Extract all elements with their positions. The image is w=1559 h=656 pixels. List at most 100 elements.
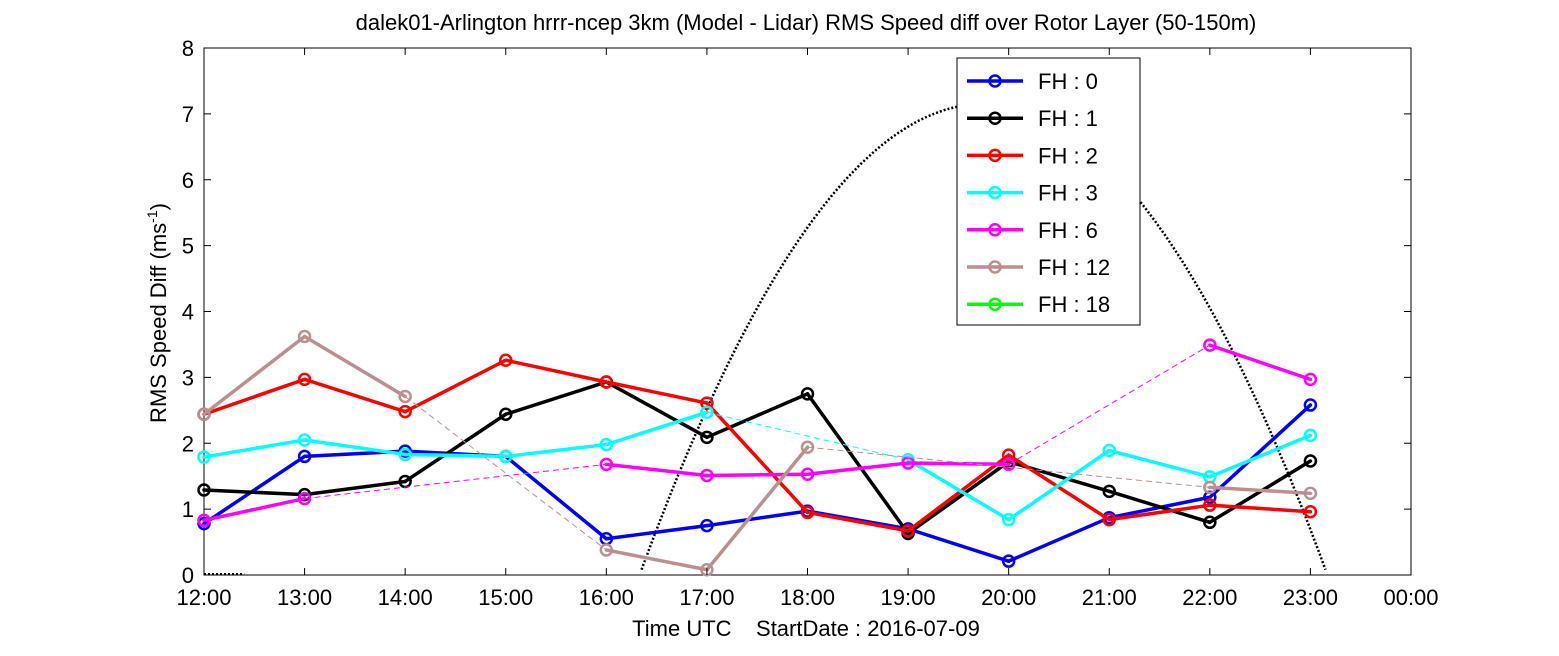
x-tick-label: 17:00	[679, 585, 734, 610]
data-point	[901, 524, 915, 538]
series-line-segment	[705, 472, 810, 478]
data-point	[1303, 454, 1318, 468]
legend-label: FH : 18	[1038, 292, 1110, 317]
y-tick-label: 7	[182, 102, 194, 127]
data-point	[599, 375, 614, 389]
series-line-segment	[202, 488, 307, 497]
series-line-segment	[1006, 453, 1111, 522]
series-line-segment	[1208, 403, 1313, 500]
axes-ticks: 12:00 13:00 14:00 15:00 16:00 17:00 18:00 19:00…	[176, 36, 1438, 610]
data-point	[1001, 448, 1016, 462]
series-line-segment	[504, 442, 609, 459]
series-line-segment	[604, 380, 709, 440]
data-point	[1303, 372, 1318, 387]
data-point	[1303, 486, 1318, 501]
series-line-segment	[906, 453, 1011, 533]
data-point	[1203, 338, 1217, 352]
data-point	[197, 450, 211, 464]
series-line-segment	[302, 438, 407, 457]
gap-connector	[304, 463, 607, 500]
series-line-segment	[906, 527, 1011, 563]
legend-label: FH : 1	[1038, 106, 1098, 131]
series-line-segment	[504, 380, 609, 417]
legend-box	[956, 57, 1141, 326]
gap-connector	[404, 396, 607, 551]
series-line-segment	[302, 334, 407, 399]
series-line-segment	[805, 461, 910, 476]
legend-marker	[988, 185, 1002, 200]
data-point	[599, 437, 614, 452]
series-line-segment	[1208, 343, 1313, 382]
series-fh-2	[197, 353, 1318, 538]
series-line-segment	[504, 454, 609, 541]
series-line-segment	[705, 445, 810, 572]
x-tick-label: 23:00	[1283, 585, 1338, 610]
legend-label: FH : 3	[1038, 181, 1098, 206]
data-point	[297, 491, 312, 506]
data-point	[398, 389, 412, 404]
data-point	[1303, 428, 1318, 443]
legend-marker	[988, 260, 1002, 274]
legend-marker	[988, 148, 1002, 163]
legend-label: FH : 2	[1038, 143, 1098, 168]
legend-label: FH : 0	[1038, 69, 1098, 94]
y-axis-label-tail: )	[146, 203, 171, 210]
series-line-segment	[1006, 448, 1111, 522]
series-line-segment	[1208, 433, 1313, 479]
y-tick-label: 5	[182, 234, 194, 259]
data-point	[800, 440, 815, 454]
data-point	[800, 387, 815, 401]
y-tick-label: 3	[182, 365, 194, 390]
data-point	[1303, 505, 1318, 519]
x-tick-label: 19:00	[881, 585, 936, 610]
series-line-segment	[906, 461, 1011, 467]
y-tick-label: 2	[182, 431, 194, 456]
data-point	[197, 407, 211, 422]
y-axis-label-main: RMS Speed Diff (ms	[146, 223, 171, 423]
x-tick-label: 16:00	[579, 585, 634, 610]
series-line-segment	[202, 496, 307, 523]
legend-marker	[988, 74, 1002, 88]
series-line-segment	[202, 334, 307, 417]
data-point	[398, 447, 412, 462]
series-line-segment	[705, 509, 810, 528]
legend-marker	[988, 297, 1002, 311]
data-point	[297, 329, 312, 344]
series-line-segment	[202, 377, 307, 417]
plot-area	[197, 47, 1412, 577]
series-line-segment	[202, 438, 307, 459]
series-fh-12	[197, 329, 1318, 577]
y-tick-label: 8	[182, 36, 194, 61]
x-tick-label: 12:00	[176, 585, 231, 610]
series-line-segment	[1107, 448, 1212, 479]
series-line-segment	[705, 401, 810, 515]
series-line-segment	[202, 454, 307, 526]
y-tick-label: 6	[182, 168, 194, 193]
series-line-segment	[403, 358, 508, 414]
data-point	[499, 353, 513, 367]
series-line-segment	[604, 462, 709, 478]
data-point	[1001, 512, 1016, 527]
data-point	[1203, 498, 1217, 512]
legend-marker	[988, 223, 1002, 237]
chart-title: dalek01-Arlington hrrr-ncep 3km (Model -…	[356, 10, 1257, 35]
series-line-segment	[1006, 515, 1111, 563]
x-tick-label: 00:00	[1383, 585, 1438, 610]
data-point	[700, 405, 714, 420]
series-line-segment	[906, 459, 1011, 536]
series-line-segment	[604, 410, 709, 447]
data-point	[800, 467, 815, 481]
data-point	[700, 468, 714, 483]
series-line-segment	[1107, 503, 1212, 522]
series-line-segment	[302, 377, 407, 414]
data-point	[1203, 480, 1217, 495]
x-tick-label: 20:00	[981, 585, 1036, 610]
data-point	[599, 543, 614, 557]
y-axis-label-superscript: -1	[144, 210, 160, 223]
data-point	[197, 483, 211, 497]
series-line-segment	[1208, 503, 1313, 514]
series-line-segment	[805, 392, 910, 536]
gap-connector	[706, 411, 909, 461]
y-tick-label: 4	[182, 300, 194, 325]
